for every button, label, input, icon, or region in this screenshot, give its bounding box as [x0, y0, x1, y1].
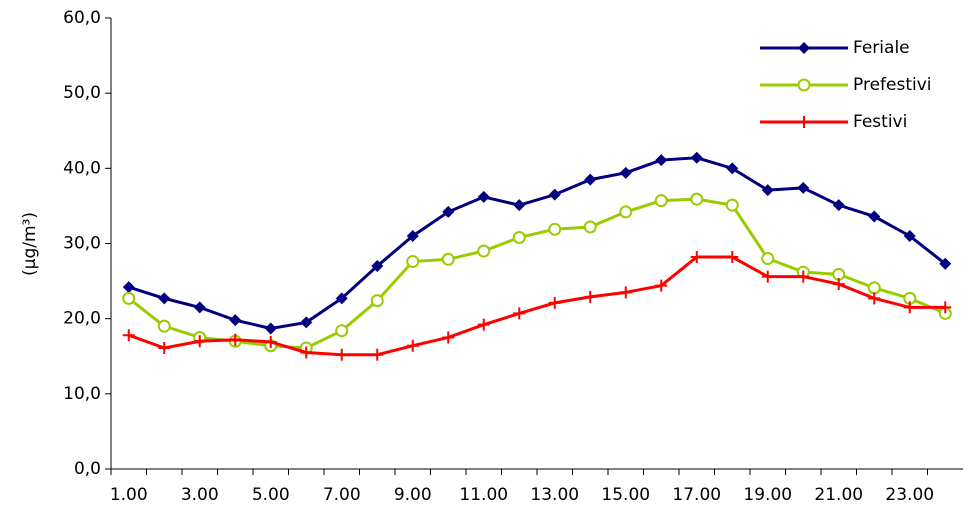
- marker: [867, 281, 881, 295]
- marker: [477, 190, 490, 203]
- marker: [122, 281, 135, 294]
- marker: [797, 78, 811, 92]
- marker: [583, 220, 597, 234]
- marker: [798, 42, 810, 54]
- marker: [798, 116, 810, 128]
- x-tick-label: 23.00: [885, 485, 934, 505]
- marker: [406, 339, 419, 352]
- marker: [868, 292, 881, 305]
- marker: [726, 162, 739, 175]
- legend-label: Prefestivi: [853, 75, 932, 95]
- y-tick-label: 0,0: [74, 459, 101, 479]
- marker: [761, 184, 774, 197]
- x-tick-label: 7.00: [323, 485, 361, 505]
- marker: [264, 322, 277, 335]
- y-tick-label: 60,0: [63, 8, 101, 28]
- x-tick-label: 11.00: [459, 485, 508, 505]
- marker: [513, 307, 526, 320]
- marker: [335, 292, 348, 305]
- marker: [690, 192, 704, 206]
- marker: [335, 348, 348, 361]
- marker: [654, 194, 668, 208]
- x-tick-label: 15.00: [601, 485, 650, 505]
- x-tick-label: 9.00: [394, 485, 432, 505]
- marker: [903, 301, 916, 314]
- marker: [193, 301, 206, 314]
- marker: [761, 270, 774, 283]
- marker: [229, 333, 242, 346]
- x-tick-label: 19.00: [743, 485, 792, 505]
- legend-label: Festivi: [853, 112, 907, 132]
- x-tick-label: 3.00: [181, 485, 219, 505]
- marker: [477, 244, 491, 258]
- marker: [725, 198, 739, 212]
- marker: [193, 335, 206, 348]
- y-axis-label: (µg/m³): [20, 212, 40, 276]
- marker: [797, 181, 810, 194]
- marker: [939, 257, 952, 270]
- y-tick-label: 20,0: [63, 309, 101, 329]
- marker: [619, 166, 632, 179]
- marker: [157, 319, 171, 333]
- y-tick-label: 50,0: [63, 83, 101, 103]
- series-line: [128, 156, 947, 330]
- marker: [832, 199, 845, 212]
- marker: [122, 329, 135, 342]
- marker: [832, 278, 845, 291]
- marker: [300, 346, 313, 359]
- marker: [548, 188, 561, 201]
- marker: [690, 151, 703, 164]
- legend-label: Feriale: [853, 38, 910, 58]
- x-tick-label: 1.00: [110, 485, 148, 505]
- marker: [655, 154, 668, 167]
- y-tick-label: 10,0: [63, 384, 101, 404]
- y-tick-label: 40,0: [63, 158, 101, 178]
- marker: [335, 324, 349, 338]
- marker: [761, 252, 775, 266]
- marker: [371, 348, 384, 361]
- marker: [406, 229, 419, 242]
- marker: [158, 292, 171, 305]
- marker: [477, 318, 490, 331]
- marker: [619, 205, 633, 219]
- marker: [868, 210, 881, 223]
- x-tick-label: 5.00: [252, 485, 290, 505]
- marker: [371, 260, 384, 273]
- series-line: [128, 255, 946, 357]
- marker: [939, 301, 952, 314]
- marker: [442, 331, 455, 344]
- marker: [406, 255, 420, 269]
- x-tick-label: 21.00: [814, 485, 863, 505]
- marker: [264, 335, 277, 348]
- y-tick-label: 30,0: [63, 234, 101, 254]
- x-tick-label: 13.00: [530, 485, 579, 505]
- x-tick-label: 17.00: [672, 485, 721, 505]
- marker: [441, 252, 455, 266]
- marker: [513, 199, 526, 212]
- marker: [655, 279, 668, 292]
- marker: [690, 251, 703, 264]
- marker: [370, 294, 384, 308]
- marker: [442, 205, 455, 218]
- marker: [584, 173, 597, 186]
- marker: [726, 251, 739, 264]
- series-line: [127, 197, 946, 350]
- marker: [548, 222, 562, 236]
- marker: [548, 296, 561, 309]
- marker: [584, 290, 597, 303]
- marker: [158, 341, 171, 354]
- marker: [122, 291, 136, 305]
- marker: [229, 314, 242, 327]
- marker: [300, 316, 313, 329]
- marker: [903, 229, 916, 242]
- marker: [512, 230, 526, 244]
- marker: [797, 270, 810, 283]
- marker: [619, 286, 632, 299]
